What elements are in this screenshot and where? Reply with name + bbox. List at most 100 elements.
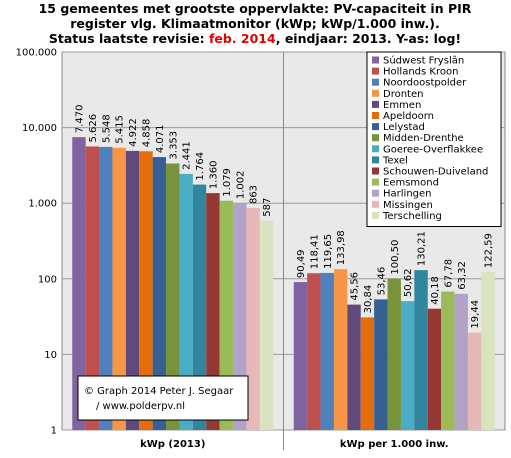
y-tick-label: 100 [38,274,57,285]
value-label: 67,78 [443,259,454,288]
bar [139,151,153,430]
legend-label: Goeree-Overflakkee [383,144,483,155]
value-label: 1.002 [235,170,246,199]
legend-swatch [372,145,379,153]
footnote: / www.polderpv.nl [96,401,185,412]
y-tick-label: 10 [44,350,57,361]
legend-swatch [372,189,379,197]
value-label: 2.441 [182,141,193,170]
y-tick-label: 100.000 [16,48,57,59]
bar [307,273,321,430]
value-label: 45,56 [350,272,361,301]
value-label: 63,32 [457,261,468,290]
legend-label: Harlingen [383,189,432,200]
value-label: 118,41 [309,234,320,269]
value-label: 3.353 [168,131,179,160]
legend-swatch [372,178,379,186]
bar [293,282,308,430]
legend-label: Midden-Drenthe [383,133,464,144]
legend-label: Terschelling [382,211,442,222]
legend-swatch [372,89,379,97]
x-tick-label: kWp (2013) [140,439,205,450]
legend-label: Noordoostpolder [383,78,467,89]
value-label: 4.858 [141,119,152,148]
legend-swatch [372,56,379,64]
bar [259,220,274,430]
bar [467,332,482,430]
bar [454,293,468,430]
y-tick-label: 1 [51,426,57,437]
x-tick-label: kWp per 1.000 inw. [340,439,449,450]
value-label: 50,62 [403,269,414,298]
value-label: 133,98 [336,230,347,265]
bar [333,269,348,430]
value-label: 7.470 [74,105,85,134]
legend-label: Dronten [383,89,423,100]
legend-label: Schouwen-Duiveland [383,167,488,178]
chart-title: Status laatste revisie: feb. 2014, eindj… [49,31,461,46]
bar [441,291,455,430]
value-label: 130,21 [417,231,428,266]
bar [166,163,180,430]
bar [347,304,361,430]
legend-label: Lelystad [383,122,425,133]
legend-label: Emmen [383,100,421,111]
legend-label: Hollands Kroon [383,67,458,78]
legend-swatch [372,134,379,142]
legend-label: Texel [382,155,408,166]
legend-swatch [372,78,379,86]
bar [152,157,167,430]
bar [246,208,260,430]
value-label: 4.071 [155,124,166,153]
bar [206,193,220,430]
title-highlight: feb. 2014 [209,31,276,46]
bar [99,146,113,430]
value-label: 40,18 [430,276,441,305]
value-label: 1.764 [195,152,206,181]
bar [414,270,428,430]
value-label: 53,46 [376,267,387,296]
bar [320,272,334,430]
y-tick-label: 10.000 [22,123,57,134]
bar [179,173,193,430]
value-label: 4.922 [128,118,139,147]
title-part: Status laatste revisie: [49,31,209,46]
legend-swatch [372,156,379,164]
chart-title: register vlg. Klimaatmonitor (kWp; kWp/1… [70,16,440,31]
bar [72,137,86,431]
value-label: 100,50 [390,240,401,275]
legend-swatch [372,123,379,131]
value-label: 5.626 [88,114,99,143]
bar [374,299,388,430]
bar [387,278,401,430]
legend-label: Missingen [383,200,433,211]
value-label: 30,84 [363,285,374,314]
bar [481,272,495,430]
title-part: , eindjaar: 2013. Y-as: log! [276,31,461,46]
legend [366,51,502,227]
bar [219,200,234,430]
bar [112,147,126,430]
bar [192,184,207,430]
value-label: 1.360 [208,160,219,189]
legend-label: Apeldoorn [383,111,434,122]
value-label: 19,44 [470,300,481,329]
value-label: 863 [249,185,260,204]
chart-title: 15 gemeentes met grootste oppervlakte: P… [39,1,472,16]
bar [400,301,415,430]
legend-swatch [372,211,379,219]
value-label: 122,59 [484,233,495,268]
legend-label: Súdwest Fryslân [383,55,464,67]
legend-swatch [372,100,379,108]
y-tick-label: 1.000 [28,199,57,210]
value-label: 5.548 [101,114,112,143]
legend-swatch [372,112,379,119]
value-label: 587 [262,198,273,217]
value-label: 5.415 [115,115,126,144]
value-label: 119,65 [323,234,334,269]
legend-swatch [372,200,379,208]
bar [125,150,140,431]
footnote-box [77,375,249,421]
legend-swatch [372,167,379,175]
